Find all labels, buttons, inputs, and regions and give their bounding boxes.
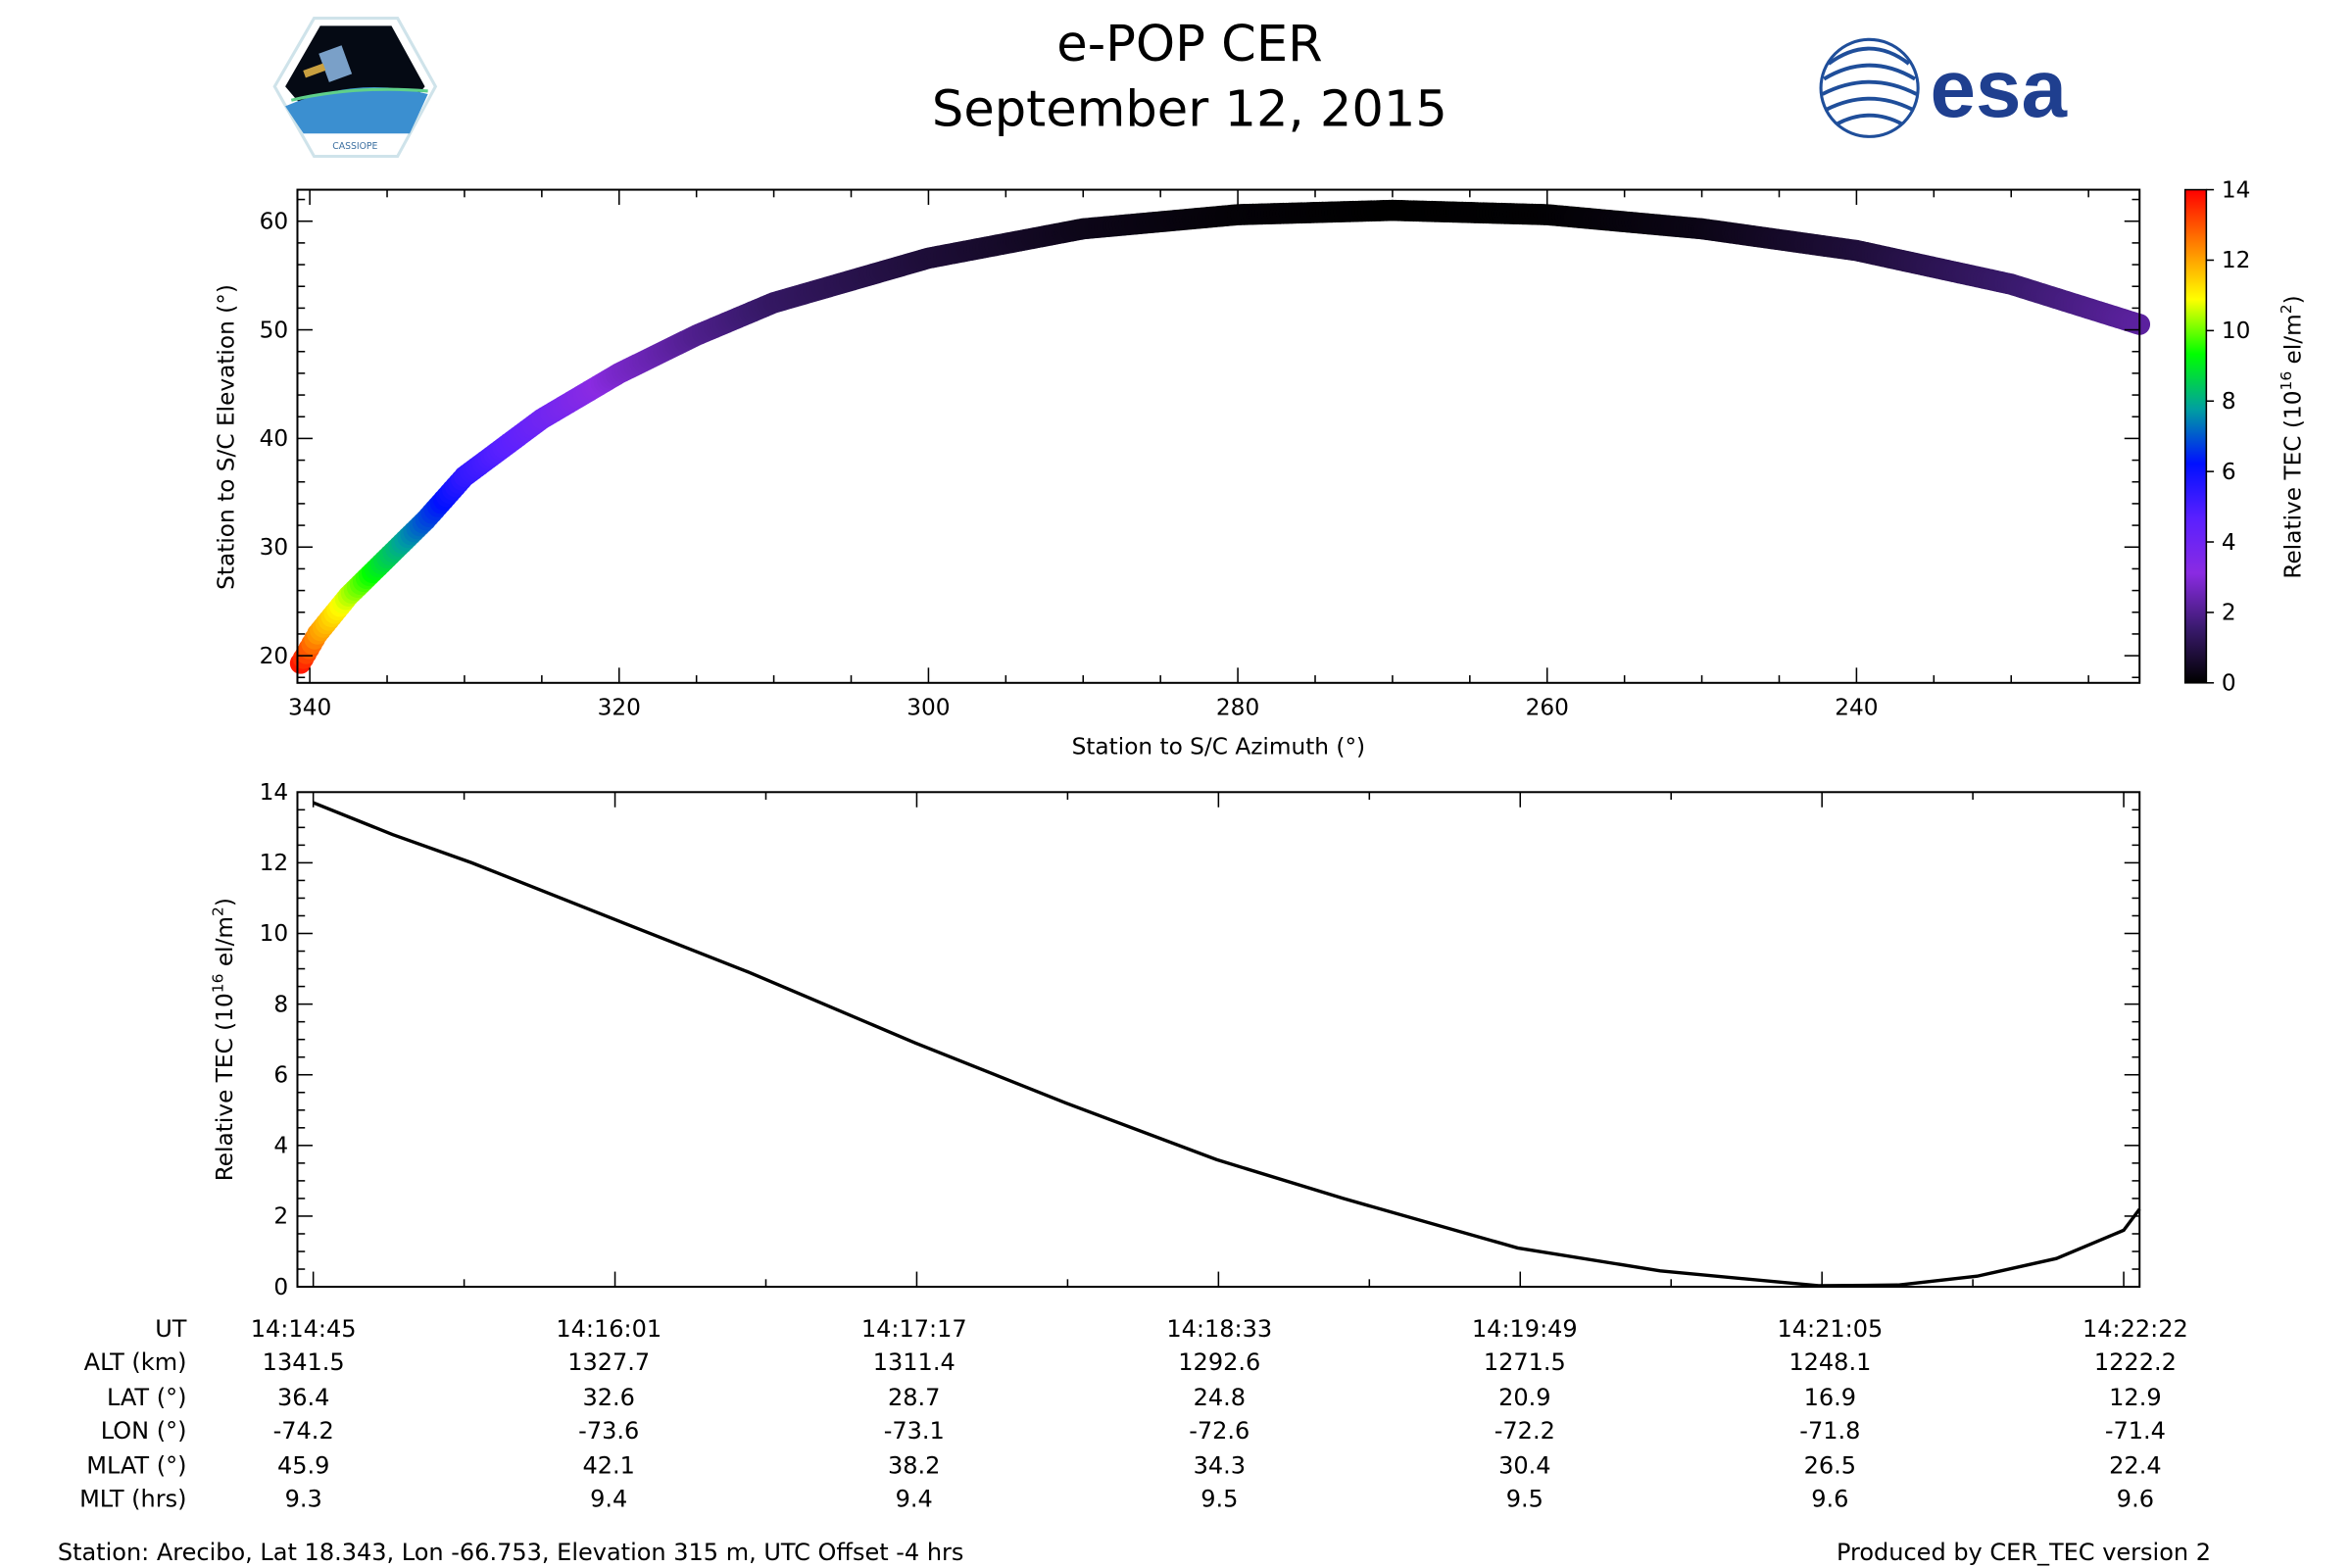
- table-row-label: UT: [155, 1315, 187, 1343]
- y-tick-label: 2: [273, 1203, 288, 1230]
- x-tick-label: 340: [288, 694, 331, 720]
- chart-title: e-POP CER: [1056, 16, 1322, 74]
- table-cell: 1311.4: [873, 1348, 956, 1376]
- table-cell: -72.6: [1189, 1417, 1250, 1445]
- table-cell: 1341.5: [263, 1348, 345, 1376]
- colorbar-tick-label: 12: [2222, 247, 2251, 273]
- table-cell: 9.4: [896, 1486, 933, 1513]
- table-cell: 14:16:01: [556, 1315, 662, 1343]
- bottom-plot-frame: [296, 791, 2141, 1289]
- top-x-axis-label: Station to S/C Azimuth (°): [1072, 734, 1366, 760]
- table-cell: 9.4: [590, 1486, 627, 1513]
- bottom-y-axis-label: Relative TEC (1016 el/m2): [210, 898, 238, 1181]
- y-tick-label: 12: [260, 850, 289, 876]
- table-cell: 1271.5: [1484, 1348, 1566, 1376]
- table-cell: 1327.7: [567, 1348, 650, 1376]
- y-tick-label: 8: [273, 991, 288, 1017]
- cassiope-logo-text: CASSIOPE: [332, 141, 377, 152]
- produced-by: Produced by CER_TEC version 2: [1837, 1539, 2211, 1566]
- elevation-azimuth-plot: 340 320 300 280 260 240 20 30 40 50 60 Station to …: [213, 188, 2151, 760]
- y-tick-label: 20: [260, 643, 289, 669]
- table-cell: 14:22:22: [2082, 1315, 2188, 1343]
- table-cell: -73.6: [578, 1417, 639, 1445]
- tec-series-line: [313, 801, 2141, 1288]
- table-cell: 14:18:33: [1166, 1315, 1272, 1343]
- y-tick-label: 60: [260, 208, 289, 234]
- ephemeris-table: UT ALT (km) LAT (°) LON (°) MLAT (°) MLT (hrs…: [79, 1315, 2188, 1512]
- table-cell: 9.6: [1811, 1486, 1848, 1513]
- table-cell: -72.2: [1494, 1417, 1555, 1445]
- esa-logo-text: esa: [1931, 42, 2069, 134]
- table-cell: 9.3: [285, 1486, 322, 1513]
- table-cell: 1222.2: [2094, 1348, 2177, 1376]
- table-cell: 9.6: [2117, 1486, 2154, 1513]
- table-cell: 34.3: [1194, 1452, 1246, 1480]
- table-cell: 14:21:05: [1777, 1315, 1883, 1343]
- table-cell: -73.1: [884, 1417, 945, 1445]
- table-cell: 1292.6: [1178, 1348, 1260, 1376]
- colorbar: 0 2 4 6 8 10 12 14 Relative TEC (1016 el/m2): [2183, 176, 2306, 697]
- table-cell: 14:14:45: [251, 1315, 357, 1343]
- table-cell: 9.5: [1506, 1486, 1544, 1513]
- y-tick-label: 30: [260, 534, 289, 561]
- table-cell: 32.6: [582, 1384, 634, 1411]
- y-tick-label: 4: [273, 1133, 288, 1159]
- colorbar-tick-label: 2: [2222, 600, 2236, 626]
- table-row-label: ALT (km): [84, 1348, 187, 1376]
- table-row-label: MLAT (°): [86, 1452, 186, 1480]
- colorbar-gradient: [2183, 188, 2208, 684]
- colorbar-tick-label: 14: [2222, 176, 2251, 203]
- table-cell: 20.9: [1498, 1384, 1550, 1411]
- table-row-label: MLT (hrs): [79, 1486, 186, 1513]
- tec-time-plot: 0 2 4 6 8 10 12 14 Relative TEC (1016 el/m2): [210, 779, 2141, 1300]
- colorbar-tick-label: 4: [2222, 529, 2236, 556]
- colorbar-tick-label: 0: [2222, 670, 2236, 697]
- colorbar-tick-label: 10: [2222, 318, 2251, 344]
- table-cell: 22.4: [2109, 1452, 2161, 1480]
- table-cell: 16.9: [1804, 1384, 1856, 1411]
- table-cell: 45.9: [277, 1452, 329, 1480]
- table-cell: -71.8: [1799, 1417, 1860, 1445]
- station-info: Station: Arecibo, Lat 18.343, Lon -66.75…: [58, 1539, 964, 1566]
- table-cell: 38.2: [888, 1452, 940, 1480]
- x-tick-label: 320: [598, 694, 641, 720]
- colorbar-label: Relative TEC (1016 el/m2): [2278, 295, 2306, 578]
- table-cell: 9.5: [1200, 1486, 1238, 1513]
- table-cell: -71.4: [2105, 1417, 2166, 1445]
- y-tick-label: 50: [260, 317, 289, 343]
- x-tick-label: 240: [1835, 694, 1878, 720]
- cassiope-logo: CASSIOPE: [272, 17, 438, 159]
- table-cell: 14:17:17: [861, 1315, 967, 1343]
- table-cell: 36.4: [277, 1384, 329, 1411]
- table-cell: 28.7: [888, 1384, 940, 1411]
- table-cell: 24.8: [1194, 1384, 1246, 1411]
- y-tick-label: 0: [273, 1274, 288, 1300]
- y-tick-label: 10: [260, 920, 289, 947]
- table-cell: 1248.1: [1788, 1348, 1871, 1376]
- colorbar-tick-label: 8: [2222, 388, 2236, 415]
- tec-track: [289, 199, 2151, 674]
- x-tick-label: 300: [906, 694, 950, 720]
- chart-date: September 12, 2015: [932, 81, 1447, 139]
- table-cell: -74.2: [273, 1417, 334, 1445]
- table-cell: 30.4: [1498, 1452, 1550, 1480]
- esa-logo: esa: [1819, 37, 2069, 138]
- table-row-label: LAT (°): [107, 1384, 187, 1411]
- top-plot-frame: [296, 188, 2141, 684]
- y-tick-label: 40: [260, 425, 289, 452]
- table-row-label: LON (°): [101, 1417, 187, 1445]
- table-cell: 12.9: [2109, 1384, 2161, 1411]
- table-cell: 42.1: [582, 1452, 634, 1480]
- colorbar-tick-label: 6: [2222, 459, 2236, 485]
- x-tick-label: 280: [1216, 694, 1259, 720]
- table-cell: 14:19:49: [1472, 1315, 1578, 1343]
- y-tick-label: 6: [273, 1061, 288, 1088]
- top-y-axis-label: Station to S/C Elevation (°): [213, 284, 239, 590]
- x-tick-label: 260: [1526, 694, 1569, 720]
- table-cell: 26.5: [1804, 1452, 1856, 1480]
- y-tick-label: 14: [260, 779, 289, 806]
